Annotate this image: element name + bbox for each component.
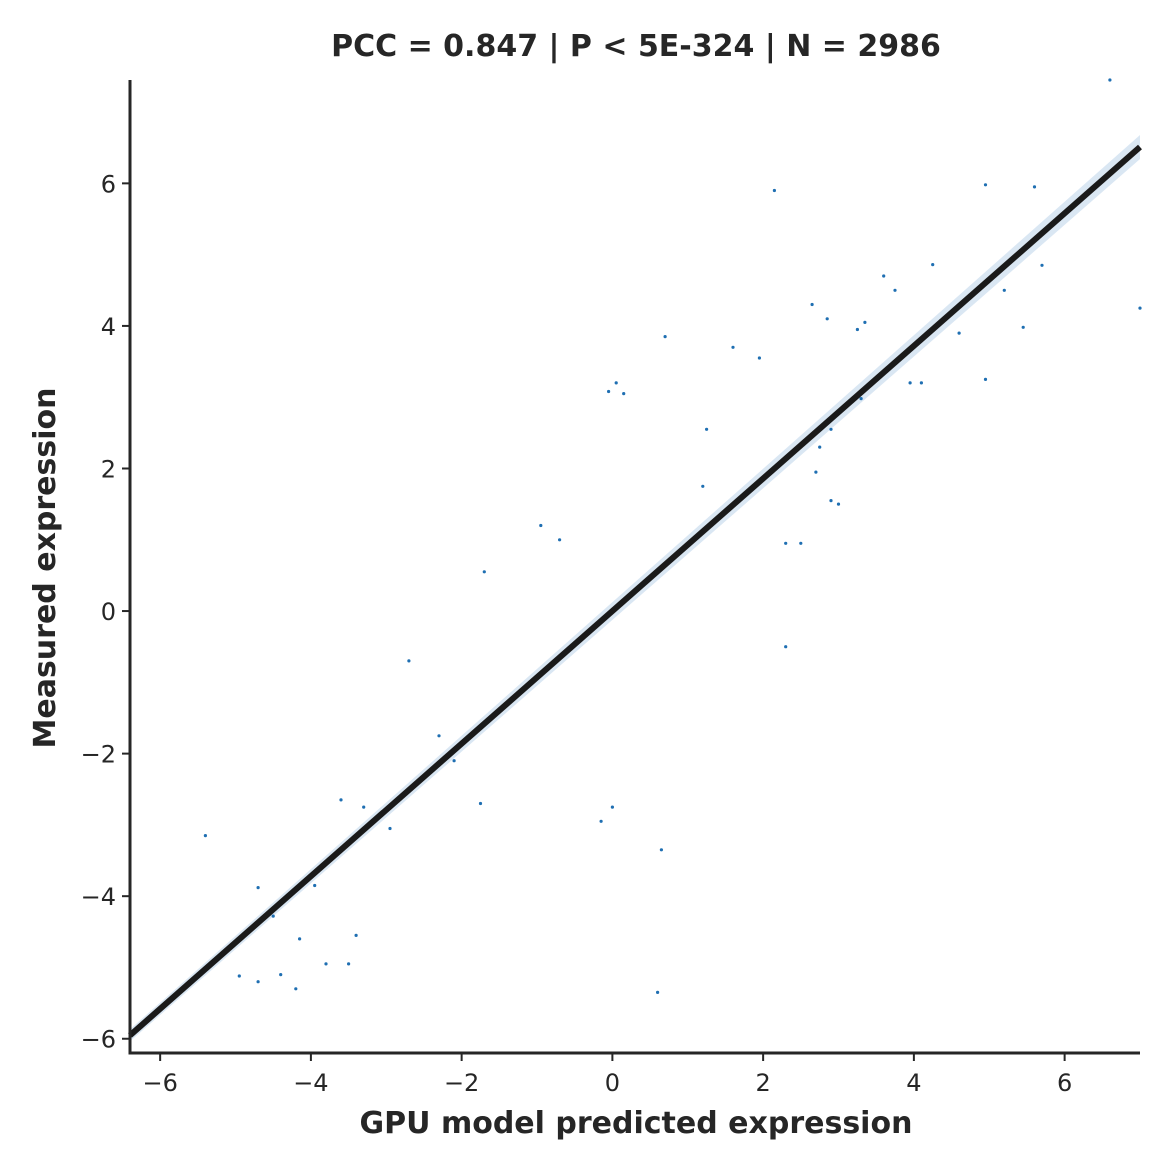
data-point — [818, 445, 822, 449]
data-point — [256, 980, 260, 984]
data-point — [478, 801, 483, 806]
x-tick-label: −2 — [444, 1069, 479, 1097]
data-point — [656, 990, 660, 995]
y-tick-label: −4 — [81, 883, 116, 911]
axes-layer: −6 −4 −2 0 2 4 6 −6 −4 −2 0 2 4 6 — [81, 80, 1140, 1097]
data-point — [203, 834, 207, 838]
y-tick-label: −6 — [81, 1026, 116, 1054]
data-point — [599, 819, 603, 823]
data-point — [855, 327, 860, 332]
data-point — [237, 974, 241, 978]
y-axis-title: Measured expression — [28, 388, 63, 749]
data-point — [271, 914, 275, 918]
data-point — [663, 335, 667, 339]
y-tick-label: −2 — [81, 741, 116, 769]
data-point — [784, 541, 788, 545]
data-point — [893, 288, 897, 292]
data-point — [919, 381, 924, 385]
regression-line-layer — [128, 144, 1142, 1038]
data-point — [607, 389, 611, 394]
x-tick-label: 2 — [755, 1069, 770, 1097]
data-point — [1021, 325, 1025, 329]
data-point — [772, 188, 777, 193]
data-point — [539, 523, 543, 528]
data-point — [339, 798, 343, 802]
data-point — [814, 470, 818, 474]
data-points-layer — [203, 78, 1142, 995]
data-point — [829, 427, 833, 431]
data-point — [558, 538, 562, 542]
data-point — [757, 356, 762, 360]
data-point — [294, 987, 298, 991]
data-point — [810, 302, 814, 307]
data-point — [324, 962, 328, 966]
data-point — [701, 484, 705, 488]
data-point — [437, 734, 441, 738]
data-point — [983, 183, 988, 187]
data-point — [1002, 288, 1006, 292]
data-point — [705, 427, 709, 431]
data-point — [863, 320, 867, 324]
data-point — [298, 937, 302, 941]
data-point — [799, 541, 803, 545]
data-point — [859, 397, 863, 401]
data-point — [279, 973, 283, 977]
x-tick-label: 6 — [1057, 1069, 1072, 1097]
data-point — [614, 381, 618, 385]
data-point — [1108, 78, 1112, 82]
data-point — [931, 263, 935, 267]
data-point — [957, 331, 961, 335]
x-tick-label: −4 — [293, 1069, 328, 1097]
data-point — [1032, 185, 1037, 189]
data-point — [256, 886, 260, 890]
data-point — [452, 759, 456, 763]
data-point — [407, 659, 411, 663]
data-point — [836, 502, 841, 506]
regression-line — [128, 144, 1142, 1038]
chart-title: PCC = 0.847 | P < 5E-324 | N = 2986 — [331, 29, 941, 64]
data-point — [610, 805, 615, 809]
x-tick-label: 0 — [605, 1069, 620, 1097]
data-point — [622, 392, 626, 396]
data-point — [825, 317, 829, 321]
y-tick-label: 4 — [101, 313, 116, 341]
y-tick-label: 6 — [101, 170, 116, 198]
data-point — [347, 962, 351, 966]
x-tick-label: 4 — [906, 1069, 921, 1097]
data-point — [731, 345, 735, 349]
data-point — [983, 377, 988, 381]
data-point — [388, 826, 392, 831]
data-point — [908, 381, 912, 385]
data-point — [829, 499, 833, 503]
data-point — [1138, 306, 1142, 310]
y-tick-label: 2 — [101, 455, 116, 483]
data-point — [659, 848, 664, 852]
data-point — [354, 933, 358, 938]
data-point — [784, 645, 788, 649]
x-axis-title: GPU model predicted expression — [360, 1106, 913, 1141]
data-point — [1040, 263, 1044, 267]
data-point — [482, 570, 486, 574]
y-tick-label: 0 — [101, 598, 116, 626]
data-point — [882, 274, 886, 278]
x-tick-label: −6 — [142, 1069, 177, 1097]
data-point — [313, 883, 317, 888]
data-point — [362, 805, 366, 809]
